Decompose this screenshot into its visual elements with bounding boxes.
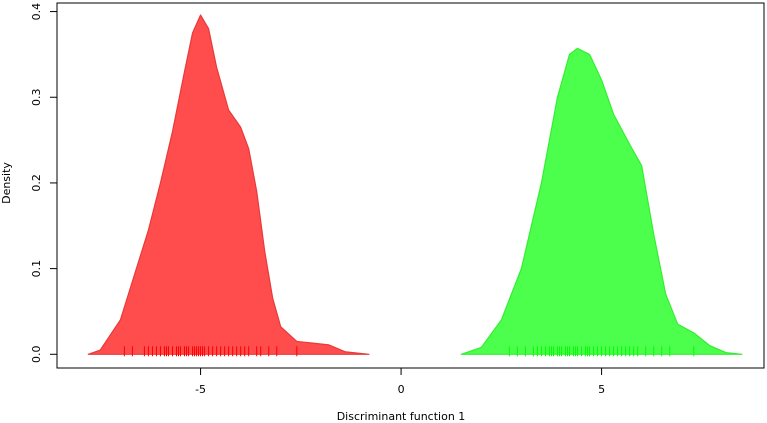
y-tick-label: 0.0 (30, 346, 43, 364)
plot-frame (56, 2, 765, 369)
x-tick-label: 0 (398, 383, 405, 396)
x-tick-label: -5 (195, 383, 206, 396)
y-tick-label: 0.1 (30, 260, 43, 278)
density-area (87, 14, 370, 355)
x-axis-label: Discriminant function 1 (337, 410, 466, 423)
density-area (460, 47, 743, 355)
y-tick-label: 0.2 (30, 174, 43, 192)
y-tick-label: 0.3 (30, 88, 43, 106)
y-tick-label: 0.4 (30, 3, 43, 21)
y-axis-label: Density (0, 162, 13, 204)
x-tick-label: 5 (598, 383, 605, 396)
